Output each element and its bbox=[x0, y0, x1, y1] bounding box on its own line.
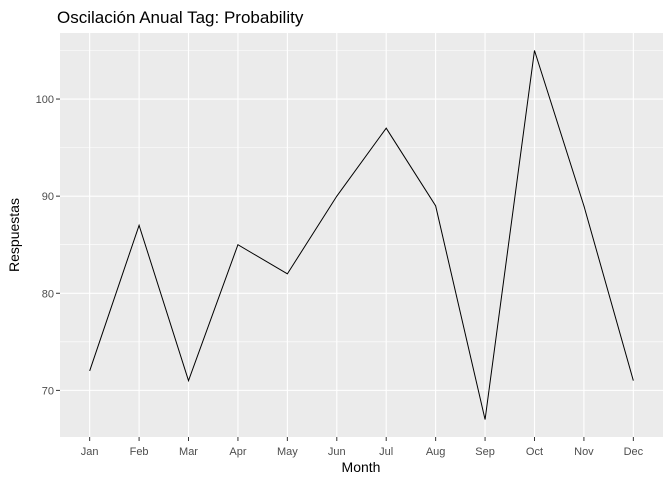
x-axis: Jan Feb Mar Apr May Jun Jul Aug Sep Oct Nov Dec bbox=[81, 437, 644, 458]
y-axis: 70 80 90 100 bbox=[36, 94, 60, 397]
x-tick-label: Oct bbox=[526, 446, 543, 458]
x-tick-label: Jul bbox=[379, 446, 393, 458]
x-tick-label: Apr bbox=[229, 446, 246, 458]
x-tick-label: May bbox=[277, 446, 298, 458]
x-tick-label: Aug bbox=[426, 446, 446, 458]
x-tick-label: Sep bbox=[475, 446, 495, 458]
y-axis-title: Respuestas bbox=[6, 198, 22, 272]
chart-title: Oscilación Anual Tag: Probability bbox=[57, 8, 304, 27]
x-tick-label: Jun bbox=[328, 446, 346, 458]
y-tick-label: 90 bbox=[42, 191, 54, 203]
y-tick-label: 80 bbox=[42, 288, 54, 300]
x-tick-label: Nov bbox=[574, 446, 594, 458]
plot-panel bbox=[60, 33, 663, 437]
x-tick-label: Jan bbox=[81, 446, 99, 458]
x-tick-label: Dec bbox=[624, 446, 644, 458]
x-tick-label: Feb bbox=[130, 446, 149, 458]
x-axis-title: Month bbox=[342, 459, 381, 475]
series-line-layer bbox=[89, 50, 634, 420]
y-tick-label: 100 bbox=[36, 94, 54, 106]
y-tick-label: 70 bbox=[42, 385, 54, 397]
series-line bbox=[89, 50, 634, 420]
x-tick-label: Mar bbox=[179, 446, 198, 458]
